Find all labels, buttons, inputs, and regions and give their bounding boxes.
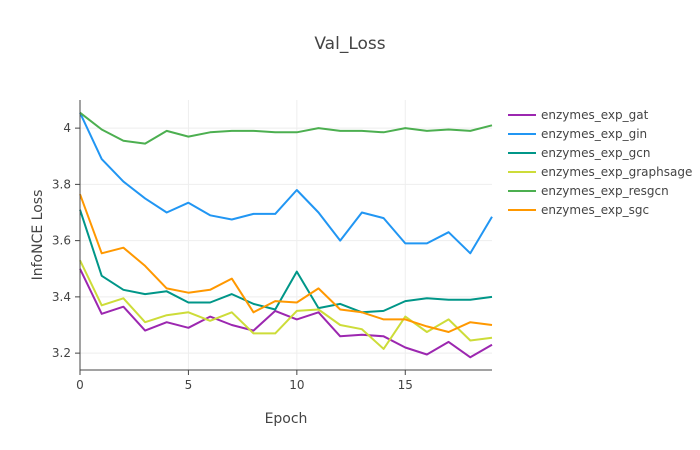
x-tick-label: 15 [398,378,413,392]
gridlines [80,100,492,370]
tick-labels: 0 5 10 15 3.2 3.4 3.6 3.8 4 [52,121,413,392]
series-line-enzymes_exp_sgc [79,193,493,333]
legend-item-enzymes_exp_sgc[interactable]: enzymes_exp_sgc [508,203,649,217]
series-line-enzymes_exp_graphsage [79,259,493,350]
y-tick-label: 4 [63,121,71,135]
legend-label: enzymes_exp_gat [541,108,649,122]
legend-label: enzymes_exp_graphsage [541,165,692,179]
x-tick-label: 5 [185,378,193,392]
y-tick-label: 3.8 [52,177,71,191]
y-axis-title: InfoNCE Loss [30,190,46,281]
y-tick-label: 3.6 [52,234,71,248]
x-tick-label: 0 [76,378,84,392]
series-line-enzymes_exp_gat [79,268,493,359]
chart-title: Val_Loss [314,34,385,54]
legend-item-enzymes_exp_gin[interactable]: enzymes_exp_gin [508,127,647,141]
legend-item-enzymes_exp_graphsage[interactable]: enzymes_exp_graphsage [508,165,692,179]
legend-label: enzymes_exp_sgc [541,203,649,217]
legend-item-enzymes_exp_gat[interactable]: enzymes_exp_gat [508,108,649,122]
legend-label: enzymes_exp_resgcn [541,184,669,198]
series-line-enzymes_exp_gin [79,112,493,255]
legend-label: enzymes_exp_gcn [541,146,650,160]
series-line-enzymes_exp_resgcn [79,111,493,145]
x-tick-label: 10 [289,378,304,392]
plot-lines [79,111,493,359]
y-tick-label: 3.2 [52,346,71,360]
legend-item-enzymes_exp_gcn[interactable]: enzymes_exp_gcn [508,146,650,160]
legend-label: enzymes_exp_gin [541,127,647,141]
y-tick-label: 3.4 [52,290,71,304]
legend-item-enzymes_exp_resgcn[interactable]: enzymes_exp_resgcn [508,184,669,198]
legend: enzymes_exp_gat enzymes_exp_gin enzymes_ex… [508,108,692,217]
axes [75,100,492,375]
series-line-enzymes_exp_gcn [79,209,493,314]
x-axis-title: Epoch [265,411,308,427]
